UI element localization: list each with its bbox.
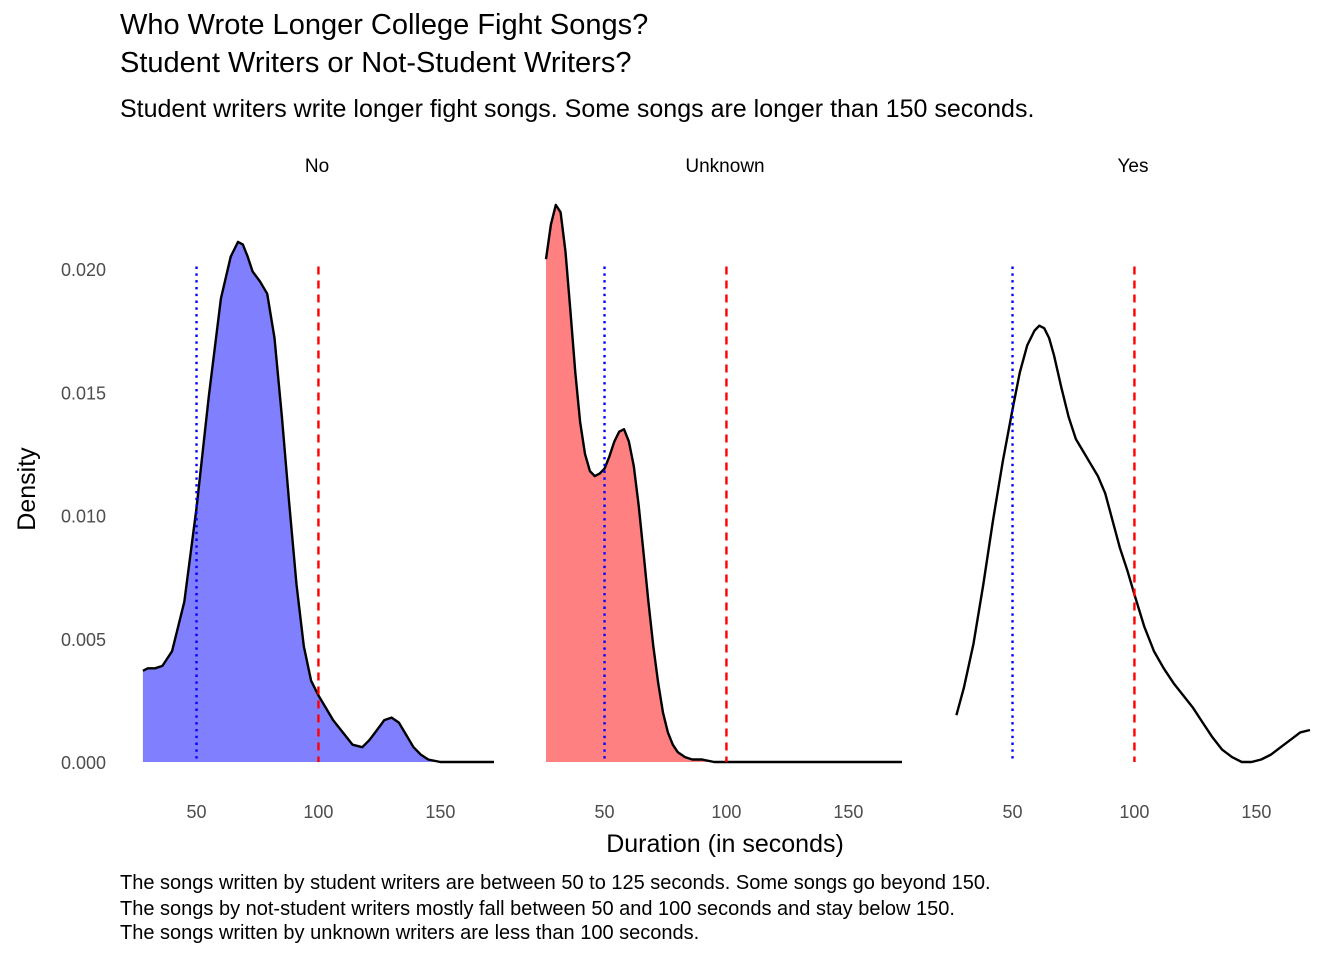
x-tick-label: 100 — [303, 802, 333, 822]
x-tick-label: 150 — [833, 802, 863, 822]
density-area — [546, 204, 902, 762]
caption-line-2: The songs by not-student writers mostly … — [120, 898, 955, 920]
y-tick-label: 0.010 — [61, 507, 106, 527]
x-tick-label: 150 — [425, 802, 455, 822]
caption-line-1: The songs written by student writers are… — [120, 872, 991, 894]
x-tick-label: 150 — [1241, 802, 1271, 822]
chart-subtitle: Student writers write longer fight songs… — [120, 95, 1035, 123]
x-tick-label: 50 — [1003, 802, 1023, 822]
facet-label: No — [305, 156, 329, 177]
x-tick-label: 100 — [711, 802, 741, 822]
x-axis-title: Duration (in seconds) — [606, 830, 844, 858]
x-tick-label: 100 — [1119, 802, 1149, 822]
density-curve — [955, 324, 1311, 764]
x-tick-label: 50 — [187, 802, 207, 822]
facet-label: Unknown — [685, 156, 764, 177]
y-tick-label: 0.015 — [61, 383, 106, 403]
facet-label: Yes — [1118, 156, 1149, 177]
caption-line-3: The songs written by unknown writers are… — [120, 922, 700, 944]
y-axis-title: Density — [13, 447, 41, 531]
chart-title-line-2: Student Writers or Not-Student Writers? — [120, 47, 632, 79]
chart-title-line-1: Who Wrote Longer College Fight Songs? — [120, 9, 649, 41]
density-curve — [142, 240, 494, 764]
density-curve — [544, 203, 902, 764]
y-tick-label: 0.020 — [61, 260, 106, 280]
density-area — [142, 241, 494, 762]
y-tick-label: 0.000 — [61, 753, 106, 773]
y-tick-label: 0.005 — [61, 630, 106, 650]
x-tick-label: 50 — [595, 802, 615, 822]
